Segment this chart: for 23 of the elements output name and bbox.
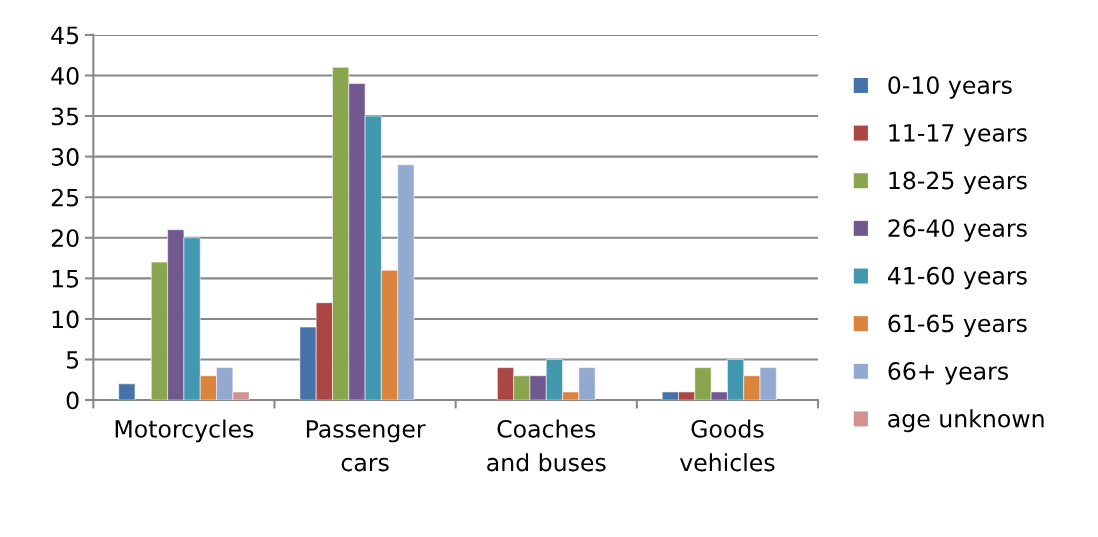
- legend-label: age unknown: [888, 409, 1044, 433]
- y-tick-label: 25: [51, 188, 79, 207]
- y-tick-label: 40: [51, 66, 79, 85]
- y-tick-label: 5: [66, 351, 79, 369]
- y-tick-label: 35: [51, 107, 79, 126]
- y-tick-label: 45: [51, 26, 79, 45]
- y-tick-label: 30: [51, 148, 79, 166]
- legend-label: 66+ years: [888, 362, 1008, 385]
- legend-label: 61-65 years: [888, 314, 1027, 337]
- y-tick-label: 15: [52, 270, 79, 288]
- y-tick-label: 0: [66, 391, 79, 410]
- legend-label: 0-10 years: [888, 76, 1012, 99]
- legend-label: 11-17 years: [889, 124, 1027, 147]
- legend-label: 41-60 years: [887, 266, 1027, 290]
- x-tick-label: Coaches and buses: [487, 419, 606, 472]
- y-tick-label: 20: [51, 229, 79, 248]
- legend-label: 26-40 years: [888, 219, 1027, 242]
- legend-label: 18-25 years: [889, 171, 1027, 194]
- x-tick-label: Passenger cars: [306, 420, 426, 472]
- x-tick-label: Motorcycles: [115, 419, 254, 443]
- y-tick-label: 10: [52, 310, 79, 329]
- bar: [118, 383, 136, 401]
- x-tick-label: Goods vehicles: [679, 419, 775, 472]
